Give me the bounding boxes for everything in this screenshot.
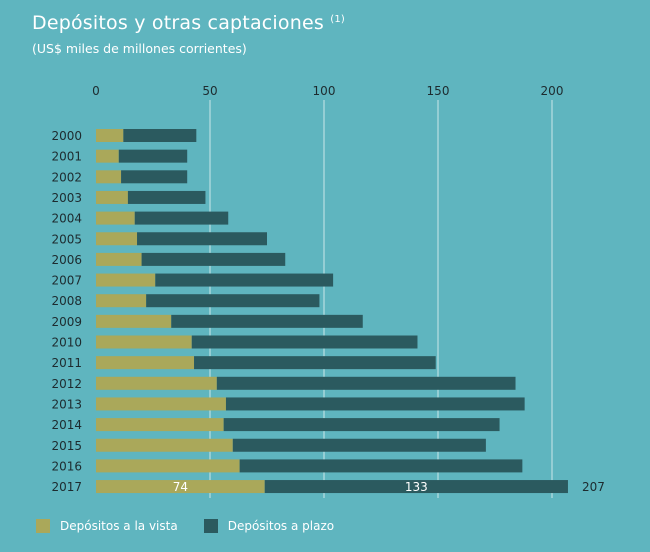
bar-vista-2015 xyxy=(96,438,233,452)
data-label-total-2017: 207 xyxy=(582,480,605,494)
bar-vista-2003 xyxy=(96,190,128,204)
bar-vista-2008 xyxy=(96,294,147,308)
y-label-2013: 2013 xyxy=(51,397,82,411)
y-label-2017: 2017 xyxy=(51,480,82,494)
bar-plazo-2017 xyxy=(264,480,568,494)
bar-vista-2006 xyxy=(96,252,142,266)
y-label-2001: 2001 xyxy=(51,150,82,164)
bar-vista-2010 xyxy=(96,335,192,349)
bar-vista-2012 xyxy=(96,376,217,390)
chart-title-note: (1) xyxy=(330,14,345,25)
data-label-plazo-2017: 133 xyxy=(405,480,428,494)
y-label-2003: 2003 xyxy=(51,191,82,205)
bar-plazo-2016 xyxy=(239,459,523,473)
x-tick-label-200: 200 xyxy=(541,84,564,98)
bar-plazo-2003 xyxy=(127,190,206,204)
bar-plazo-2005 xyxy=(137,232,267,246)
legend-swatch-plazo xyxy=(203,519,218,533)
y-label-2006: 2006 xyxy=(51,253,82,267)
bar-plazo-2008 xyxy=(146,294,320,308)
bar-vista-2016 xyxy=(96,459,240,473)
bar-vista-2005 xyxy=(96,232,138,246)
x-tick-label-150: 150 xyxy=(427,84,450,98)
chart-title: Depósitos y otras captaciones (1) xyxy=(32,12,345,34)
x-tick-label-50: 50 xyxy=(202,84,217,98)
bar-plazo-2010 xyxy=(191,335,418,349)
legend-label-plazo: Depósitos a plazo xyxy=(227,519,335,533)
bar-vista-2001 xyxy=(96,149,119,163)
y-label-2005: 2005 xyxy=(51,232,82,246)
bar-plazo-2009 xyxy=(171,314,363,328)
y-label-2016: 2016 xyxy=(51,459,82,473)
y-axis-labels: 2000 2001 2002 2003 2004 2005 2006 2007 2008 2009… xyxy=(51,129,82,494)
legend-item-vista: Depósitos a la vista xyxy=(36,519,178,533)
y-label-2000: 2000 xyxy=(51,129,82,143)
data-labels: 74 133 207 xyxy=(173,480,605,494)
legend-label-vista: Depósitos a la vista xyxy=(60,519,178,533)
bar-vista-2007 xyxy=(96,273,156,287)
bar-plazo-2012 xyxy=(216,376,516,390)
bar-vista-2004 xyxy=(96,211,135,225)
bar-plazo-2011 xyxy=(194,356,436,370)
bar-vista-2011 xyxy=(96,356,195,370)
bar-plazo-2015 xyxy=(232,438,486,452)
bar-plazo-2013 xyxy=(225,397,525,411)
bar-vista-2014 xyxy=(96,418,224,432)
bar-plazo-2007 xyxy=(155,273,334,287)
bar-plazo-2000 xyxy=(123,129,197,142)
x-tick-label-0: 0 xyxy=(92,84,100,98)
legend: Depósitos a la vista Depósitos a plazo xyxy=(36,519,360,533)
legend-swatch-vista xyxy=(36,519,50,533)
bar-plazo-2004 xyxy=(134,211,229,225)
bar-plazo-2001 xyxy=(118,149,188,163)
y-label-2014: 2014 xyxy=(51,418,82,432)
chart-title-text: Depósitos y otras captaciones xyxy=(32,12,324,34)
legend-item-plazo: Depósitos a plazo xyxy=(203,519,335,533)
y-label-2004: 2004 xyxy=(51,212,82,226)
y-label-2012: 2012 xyxy=(51,377,82,391)
bar-vista-2000 xyxy=(96,129,124,142)
y-label-2002: 2002 xyxy=(51,170,82,184)
y-label-2008: 2008 xyxy=(51,294,82,308)
bar-vista-2009 xyxy=(96,314,172,328)
y-label-2010: 2010 xyxy=(51,336,82,350)
bar-vista-2002 xyxy=(96,170,122,184)
bar-plazo-2002 xyxy=(121,170,188,184)
x-axis-ticks: 0 50 100 150 200 xyxy=(92,84,563,98)
y-label-2007: 2007 xyxy=(51,274,82,288)
y-label-2009: 2009 xyxy=(51,315,82,329)
y-label-2015: 2015 xyxy=(51,439,82,453)
y-label-2011: 2011 xyxy=(51,356,82,370)
bar-plazo-2006 xyxy=(141,252,286,266)
chart-subtitle: (US$ miles de millones corrientes) xyxy=(32,41,247,56)
bars xyxy=(96,129,568,494)
bar-vista-2013 xyxy=(96,397,226,411)
x-tick-label-100: 100 xyxy=(313,84,336,98)
data-label-vista-2017: 74 xyxy=(173,480,188,494)
bar-vista-2017 xyxy=(96,480,265,494)
bar-plazo-2014 xyxy=(223,418,500,432)
